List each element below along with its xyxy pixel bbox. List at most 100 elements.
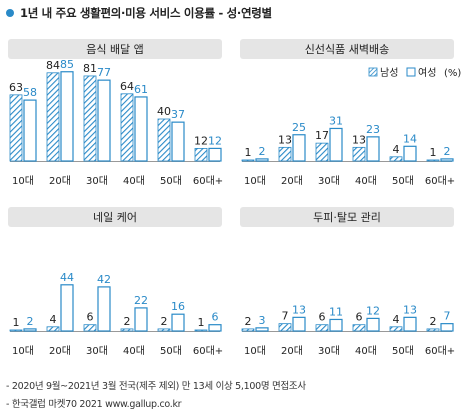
data-label-female: 25 (292, 121, 306, 134)
bar-male (426, 328, 440, 332)
bar-male (315, 142, 329, 162)
bar-female (292, 134, 306, 162)
legend-unit: (%) (444, 68, 461, 79)
data-label-female: 2 (27, 315, 34, 328)
bar-male (241, 159, 255, 162)
data-label-female: 58 (23, 86, 37, 99)
bar-male (278, 146, 292, 162)
bar-female (440, 323, 454, 332)
bar-female (208, 324, 222, 332)
category-label: 20대 (281, 175, 303, 187)
data-label-male: 7 (282, 310, 289, 323)
data-label-female: 2 (259, 145, 266, 158)
category-label: 40대 (355, 345, 377, 357)
data-label-female: 61 (134, 83, 148, 96)
category-label: 60대+ (425, 175, 455, 187)
category-label: 30대 (86, 175, 108, 187)
panel-title: 음식 배달 앱 (86, 43, 144, 56)
bar-female (366, 317, 380, 332)
bar-female (97, 286, 111, 332)
data-label-male: 1 (198, 316, 205, 329)
bar-female (134, 96, 148, 162)
bar-female (60, 71, 74, 162)
category-label: 20대 (281, 345, 303, 357)
bar-female (208, 147, 222, 162)
legend-male-swatch (368, 67, 378, 77)
panel-title: 신선식품 새벽배송 (305, 43, 389, 56)
panel-header-bg (8, 207, 222, 227)
data-label-male: 1 (13, 316, 20, 329)
bar-male (83, 75, 97, 162)
bar-male (194, 329, 208, 332)
data-label-male: 12 (194, 134, 208, 147)
category-label: 40대 (123, 175, 145, 187)
bar-male (120, 328, 134, 332)
category-label: 50대 (160, 175, 182, 187)
chart-panel-1: 음식 배달 앱 63 58 10대 84 85 20대 81 77 30대 64 61 40대 40 37 5… (8, 39, 223, 187)
data-label-female: 22 (134, 294, 148, 307)
bar-female (23, 99, 37, 162)
category-label: 50대 (160, 345, 182, 357)
bar-male (46, 326, 60, 332)
data-label-female: 3 (259, 314, 266, 327)
category-label: 50대 (392, 175, 414, 187)
data-label-female: 23 (366, 123, 380, 136)
footer-source: - 한국갤럽 마켓70 2021 www.gallup.co.kr (6, 399, 182, 410)
data-label-male: 4 (393, 313, 400, 326)
data-label-male: 4 (50, 313, 57, 326)
category-label: 40대 (123, 345, 145, 357)
category-label: 30대 (86, 345, 108, 357)
category-label: 10대 (244, 345, 266, 357)
page-title: 1년 내 주요 생활편의·미용 서비스 이용률 - 성·연령별 (20, 6, 272, 20)
bullet-dot-icon (6, 9, 14, 17)
data-label-male: 13 (352, 133, 366, 146)
bar-female (440, 158, 454, 162)
data-label-male: 84 (46, 59, 60, 72)
bar-female (134, 307, 148, 332)
category-label: 20대 (49, 345, 71, 357)
bar-male (9, 329, 23, 332)
bar-male (389, 326, 403, 332)
bar-male (389, 156, 403, 162)
bar-male (352, 146, 366, 162)
bar-female (292, 316, 306, 332)
category-label: 10대 (244, 175, 266, 187)
bar-female (255, 158, 269, 162)
bar-female (366, 136, 380, 162)
data-label-female: 11 (329, 305, 343, 318)
data-label-male: 6 (356, 311, 363, 324)
data-label-male: 2 (430, 315, 437, 328)
data-label-male: 1 (245, 146, 252, 159)
bar-male (352, 324, 366, 332)
legend-male-label: 남성 (380, 67, 398, 79)
data-label-female: 37 (171, 108, 185, 121)
bar-male (278, 323, 292, 332)
bar-male (241, 328, 255, 332)
data-label-female: 42 (97, 273, 111, 286)
bar-female (171, 121, 185, 162)
bar-male (9, 94, 23, 162)
data-label-female: 12 (208, 134, 222, 147)
page-title-row: 1년 내 주요 생활편의·미용 서비스 이용률 - 성·연령별 (6, 5, 272, 21)
bar-female (329, 318, 343, 332)
data-label-female: 13 (403, 303, 417, 316)
data-label-female: 2 (444, 145, 451, 158)
data-label-female: 14 (403, 132, 417, 145)
bar-male (83, 324, 97, 332)
data-label-female: 12 (366, 304, 380, 317)
data-label-male: 6 (319, 311, 326, 324)
panel-header-bg (240, 207, 454, 227)
data-label-female: 16 (171, 300, 185, 313)
category-label: 60대+ (193, 175, 223, 187)
category-label: 50대 (392, 345, 414, 357)
data-label-male: 64 (120, 80, 134, 93)
data-label-male: 2 (124, 315, 131, 328)
data-label-male: 40 (157, 105, 171, 118)
data-label-female: 44 (60, 271, 74, 284)
bar-male (46, 72, 60, 162)
bar-female (171, 313, 185, 332)
